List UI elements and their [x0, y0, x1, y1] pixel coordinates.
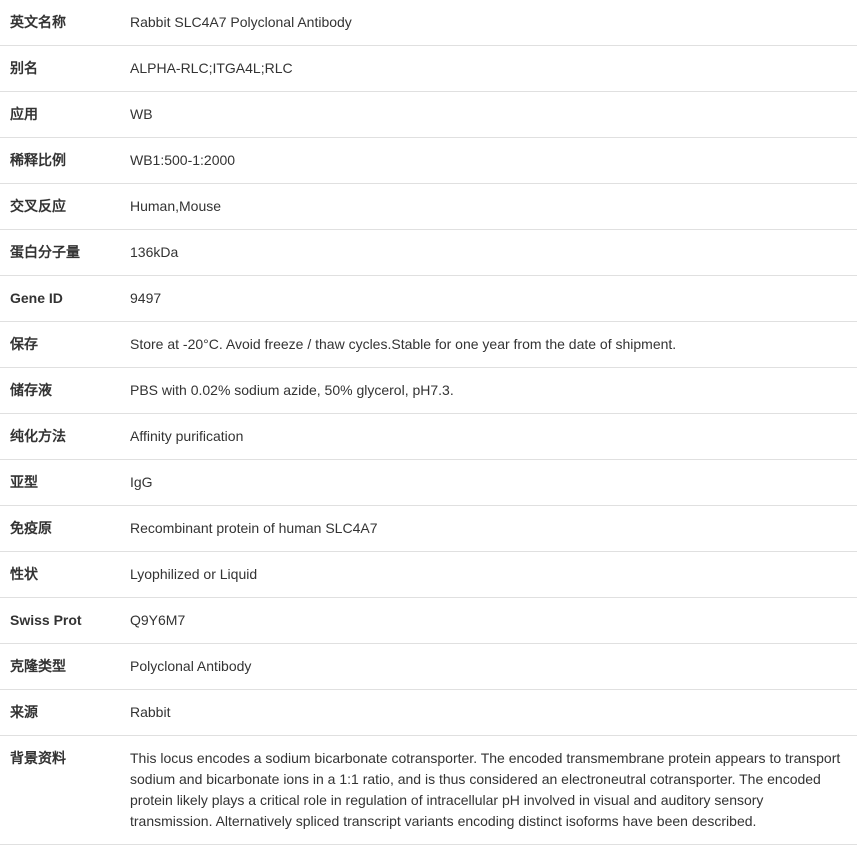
table-row: 免疫原 Recombinant protein of human SLC4A7: [0, 506, 857, 552]
row-value: WB1:500-1:2000: [120, 138, 857, 184]
row-value: WB: [120, 92, 857, 138]
row-label: Swiss Prot: [0, 598, 120, 644]
row-value: 9497: [120, 276, 857, 322]
row-value: IgG: [120, 460, 857, 506]
row-label: 免疫原: [0, 506, 120, 552]
product-spec-table: 英文名称 Rabbit SLC4A7 Polyclonal Antibody 别…: [0, 0, 857, 845]
table-row: Swiss Prot Q9Y6M7: [0, 598, 857, 644]
row-label: 背景资料: [0, 736, 120, 845]
table-row: 亚型 IgG: [0, 460, 857, 506]
row-label: 克隆类型: [0, 644, 120, 690]
row-label: 应用: [0, 92, 120, 138]
row-label: 保存: [0, 322, 120, 368]
row-value: PBS with 0.02% sodium azide, 50% glycero…: [120, 368, 857, 414]
row-label: 纯化方法: [0, 414, 120, 460]
row-label: 性状: [0, 552, 120, 598]
row-value: Rabbit: [120, 690, 857, 736]
table-row: 克隆类型 Polyclonal Antibody: [0, 644, 857, 690]
table-body: 英文名称 Rabbit SLC4A7 Polyclonal Antibody 别…: [0, 0, 857, 845]
row-label: 储存液: [0, 368, 120, 414]
row-value: 136kDa: [120, 230, 857, 276]
row-value: Lyophilized or Liquid: [120, 552, 857, 598]
row-label: 交叉反应: [0, 184, 120, 230]
row-value: Polyclonal Antibody: [120, 644, 857, 690]
row-value: This locus encodes a sodium bicarbonate …: [120, 736, 857, 845]
row-value: Recombinant protein of human SLC4A7: [120, 506, 857, 552]
row-value: Store at -20°C. Avoid freeze / thaw cycl…: [120, 322, 857, 368]
table-row: 性状 Lyophilized or Liquid: [0, 552, 857, 598]
row-value: Q9Y6M7: [120, 598, 857, 644]
table-row: 来源 Rabbit: [0, 690, 857, 736]
row-value: ALPHA-RLC;ITGA4L;RLC: [120, 46, 857, 92]
table-row: 纯化方法 Affinity purification: [0, 414, 857, 460]
table-row: Gene ID 9497: [0, 276, 857, 322]
table-row: 储存液 PBS with 0.02% sodium azide, 50% gly…: [0, 368, 857, 414]
row-label: 来源: [0, 690, 120, 736]
table-row: 交叉反应 Human,Mouse: [0, 184, 857, 230]
row-value: Affinity purification: [120, 414, 857, 460]
row-label: 亚型: [0, 460, 120, 506]
table-row: 蛋白分子量 136kDa: [0, 230, 857, 276]
table-row: 背景资料 This locus encodes a sodium bicarbo…: [0, 736, 857, 845]
row-value: Rabbit SLC4A7 Polyclonal Antibody: [120, 0, 857, 46]
row-value: Human,Mouse: [120, 184, 857, 230]
table-row: 英文名称 Rabbit SLC4A7 Polyclonal Antibody: [0, 0, 857, 46]
row-label: Gene ID: [0, 276, 120, 322]
table-row: 保存 Store at -20°C. Avoid freeze / thaw c…: [0, 322, 857, 368]
row-label: 英文名称: [0, 0, 120, 46]
row-label: 稀释比例: [0, 138, 120, 184]
table-row: 应用 WB: [0, 92, 857, 138]
row-label: 别名: [0, 46, 120, 92]
table-row: 稀释比例 WB1:500-1:2000: [0, 138, 857, 184]
table-row: 别名 ALPHA-RLC;ITGA4L;RLC: [0, 46, 857, 92]
row-label: 蛋白分子量: [0, 230, 120, 276]
